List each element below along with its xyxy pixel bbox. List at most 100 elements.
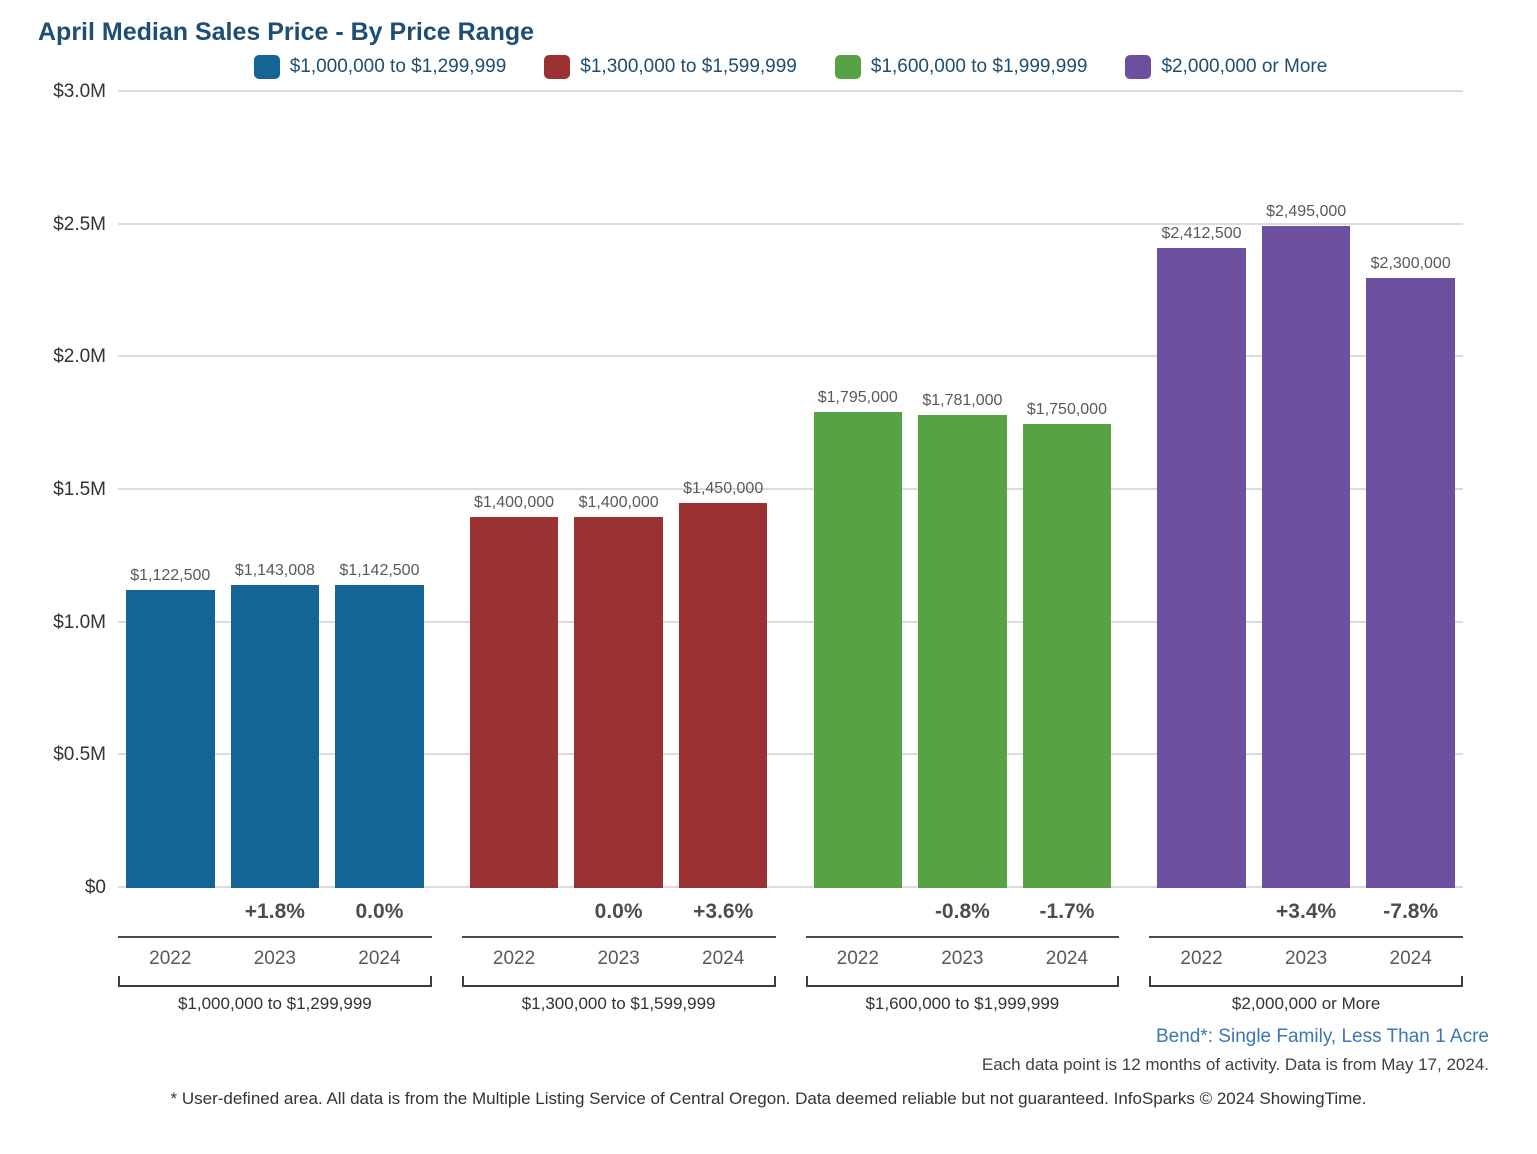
bar[interactable] — [918, 415, 1007, 888]
bar-group: $2,412,500 $2,495,000 $2,300,000 +3.4% -7.8%… — [1149, 92, 1463, 1014]
years-row: 2022 2023 2024 — [1149, 938, 1463, 970]
years-row: 2022 2023 2024 — [806, 938, 1120, 970]
group-divider-line — [461, 936, 776, 938]
year-label: 2022 — [836, 948, 879, 969]
group-range-label: $1,600,000 to $1,999,999 — [865, 994, 1060, 1013]
y-tick-label: $3.0M — [53, 81, 106, 102]
bar-value-label: $1,795,000 — [817, 388, 898, 406]
area-note: Bend*: Single Family, Less Than 1 Acre — [1155, 1026, 1489, 1047]
bar-slot: $1,750,000 — [1022, 92, 1112, 888]
pct-change-label: +3.4% — [1276, 900, 1337, 923]
bar-value-label: $1,750,000 — [1026, 400, 1107, 418]
bar-slot: $2,495,000 — [1261, 92, 1351, 888]
bar-slot: $1,450,000 — [678, 92, 768, 888]
legend-swatch-icon — [834, 55, 861, 79]
years-row: 2022 2023 2024 — [462, 938, 776, 970]
legend-label: $1,300,000 to $1,599,999 — [580, 56, 797, 77]
bar-value-label: $1,143,008 — [234, 561, 315, 579]
group-divider-line — [805, 936, 1120, 938]
pct-change-label: 0.0% — [355, 900, 404, 923]
group-divider-line — [118, 936, 432, 938]
group-bracket — [461, 976, 776, 987]
footer-notes: Bend*: Single Family, Less Than 1 Acre E… — [0, 1026, 1489, 1075]
bar[interactable] — [469, 516, 559, 888]
legend-item[interactable]: $2,000,000 or More — [1125, 55, 1327, 79]
gridline — [118, 886, 1463, 888]
legend-label: $2,000,000 or More — [1161, 56, 1328, 77]
group-bars: $1,122,500 $1,143,008 $1,142,500 — [118, 92, 432, 888]
bar-group: $1,795,000 $1,781,000 $1,750,000 -0.8% -1.7%… — [805, 92, 1120, 1014]
legend-label: $1,600,000 to $1,999,999 — [870, 56, 1088, 77]
y-tick-label: $2.0M — [53, 346, 106, 368]
gridline — [118, 620, 1463, 623]
bar[interactable] — [1261, 226, 1351, 888]
data-note: Each data point is 12 months of activity… — [981, 1055, 1489, 1074]
disclaimer: * User-defined area. All data is from th… — [170, 1089, 1367, 1108]
year-label: 2024 — [1045, 948, 1089, 969]
bar-group: $1,400,000 $1,400,000 $1,450,000 0.0% +3.6% 2… — [461, 92, 776, 1014]
bar[interactable] — [574, 516, 663, 888]
year-label: 2023 — [253, 948, 296, 969]
bar-value-label: $1,400,000 — [473, 493, 555, 511]
bar-slot: $1,143,008 — [230, 92, 320, 888]
legend: $1,000,000 to $1,299,999 $1,300,000 to $1… — [118, 50, 1463, 84]
legend-swatch-icon — [1125, 55, 1152, 79]
pct-change-label: -0.8% — [934, 900, 990, 923]
bar-value-label: $2,495,000 — [1266, 203, 1347, 220]
bar-group: $1,122,500 $1,143,008 $1,142,500 +1.8% 0.0% 2… — [118, 92, 432, 1014]
pct-change-row: +1.8% 0.0% — [118, 888, 432, 936]
groups-row: $1,122,500 $1,143,008 $1,142,500 +1.8% 0.0% 2… — [118, 92, 1463, 1014]
bar-slot: $1,400,000 — [574, 92, 663, 888]
bar-slot: $2,300,000 — [1366, 92, 1455, 888]
gridline — [118, 753, 1463, 756]
group-divider-line — [1149, 936, 1463, 938]
bar[interactable] — [813, 411, 903, 888]
year-label: 2023 — [941, 948, 984, 969]
bar[interactable] — [126, 590, 215, 888]
bar[interactable] — [1022, 423, 1112, 888]
group-range-label: $1,300,000 to $1,599,999 — [521, 994, 716, 1013]
group-bars: $1,400,000 $1,400,000 $1,450,000 — [462, 92, 776, 888]
bar-value-label: $2,300,000 — [1370, 254, 1451, 272]
bar[interactable] — [1157, 247, 1246, 888]
gridline-layer — [118, 90, 1463, 888]
legend-item[interactable]: $1,300,000 to $1,599,999 — [544, 55, 797, 79]
bar-slot: $1,781,000 — [918, 92, 1007, 888]
gridline — [118, 355, 1463, 358]
bar-slot: $1,795,000 — [813, 92, 903, 888]
bar-value-label: $1,450,000 — [683, 480, 764, 498]
bar[interactable] — [678, 503, 768, 888]
legend-item[interactable]: $1,000,000 to $1,299,999 — [253, 55, 507, 79]
bar-slot: $1,142,500 — [335, 92, 424, 888]
group-range-label: $2,000,000 or More — [1231, 994, 1381, 1013]
group-bars: $1,795,000 $1,781,000 $1,750,000 — [806, 92, 1120, 888]
page: April Median Sales Price - By Price Rang… — [0, 16, 1537, 1154]
y-tick-label: $2.5M — [53, 213, 106, 235]
year-label: 2022 — [149, 948, 192, 969]
year-label: 2024 — [702, 948, 745, 969]
bar-value-label: $1,400,000 — [578, 493, 659, 511]
pct-change-row: -0.8% -1.7% — [806, 888, 1120, 936]
y-tick-label: $0.5M — [53, 744, 106, 766]
pct-change-label: 0.0% — [594, 900, 643, 923]
legend-label: $1,000,000 to $1,299,999 — [289, 56, 507, 77]
group-bracket — [805, 976, 1120, 987]
bar[interactable] — [230, 584, 320, 888]
group-bracket — [1149, 976, 1463, 987]
bar[interactable] — [1366, 277, 1455, 888]
pct-change-label: +1.8% — [244, 900, 305, 923]
legend-item[interactable]: $1,600,000 to $1,999,999 — [834, 55, 1088, 79]
chart: $0 $0.5M $1.0M $1.5M $2.0M $2.5M $3.0M $1,122,… — [53, 81, 1463, 1014]
group-bars: $2,412,500 $2,495,000 $2,300,000 — [1149, 92, 1463, 888]
year-label: 2024 — [358, 948, 401, 969]
years-row: 2022 2023 2024 — [118, 938, 432, 970]
bar[interactable] — [335, 584, 424, 888]
gridline — [118, 488, 1463, 490]
bar-value-label: $2,412,500 — [1161, 224, 1242, 242]
y-tick-label: $0 — [84, 877, 106, 898]
bar-value-label: $1,142,500 — [339, 561, 420, 579]
chart-title: April Median Sales Price - By Price Rang… — [38, 18, 535, 46]
year-label: 2023 — [1284, 948, 1328, 969]
group-bracket — [118, 976, 432, 987]
legend-swatch-icon — [544, 55, 571, 79]
